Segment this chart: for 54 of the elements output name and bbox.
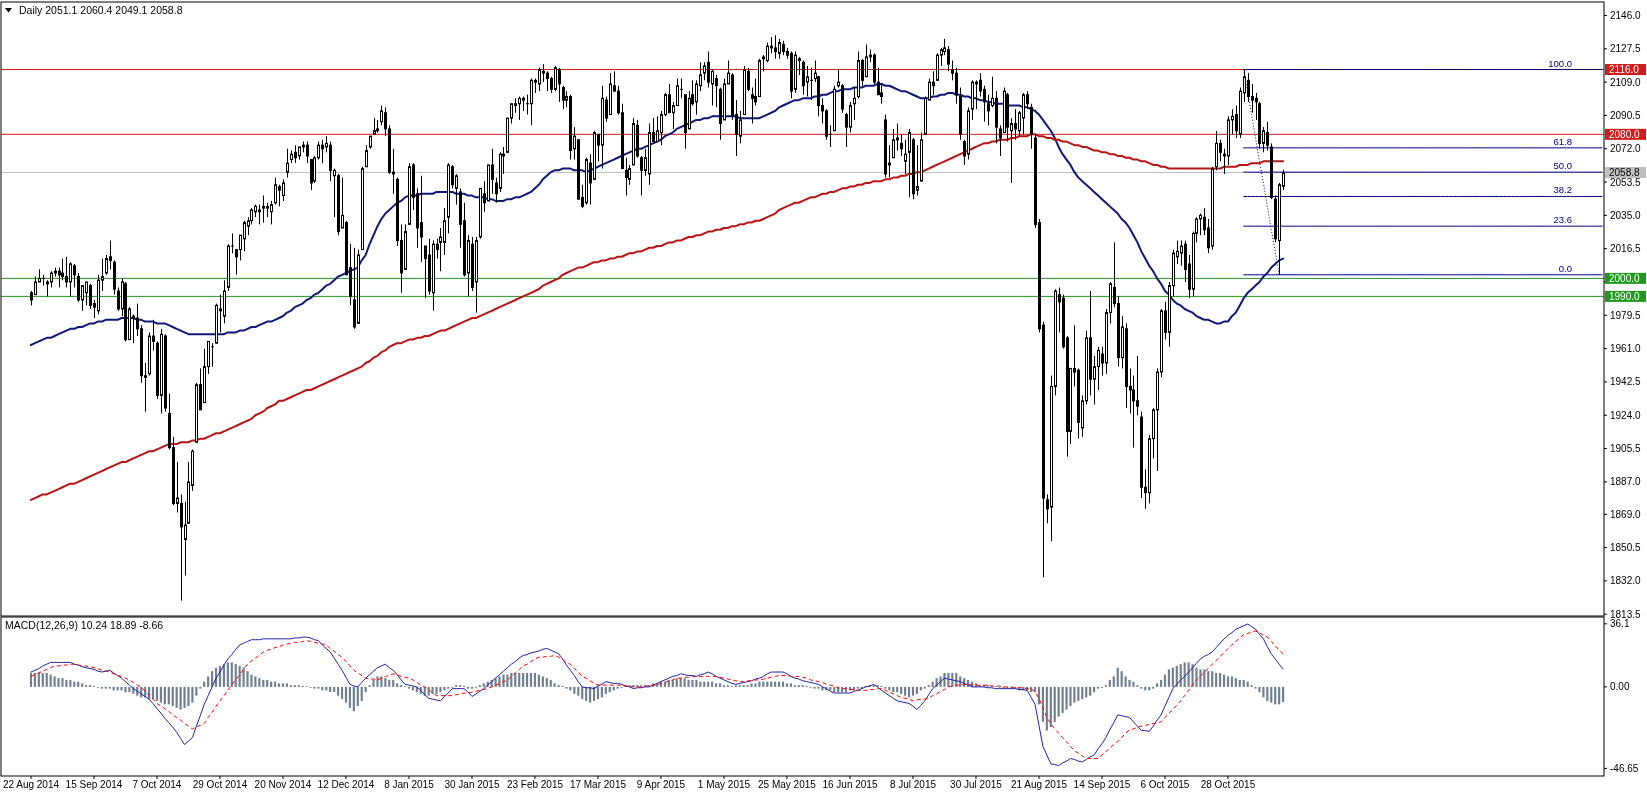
y-tick-label: -46.65 <box>1610 762 1639 774</box>
y-tick-label: 1924.0 <box>1610 409 1642 421</box>
ref-line-label: 2058.8 <box>1609 167 1641 179</box>
y-tick-label: 2035.0 <box>1610 209 1642 221</box>
chart-title: Daily 2051.1 2060.4 2049.1 2058.8 <box>19 4 183 16</box>
x-tick-label: 21 Aug 2015 <box>1010 779 1068 790</box>
x-tick-label: 22 Aug 2014 <box>2 779 60 790</box>
x-tick-label: 25 May 2015 <box>758 779 817 790</box>
series-label: 100.0 <box>1548 57 1573 69</box>
x-tick-label: 16 Jun 2015 <box>822 779 878 790</box>
y-tick-label: 0.00 <box>1610 681 1630 693</box>
y-tick-label: 2146.0 <box>1610 10 1642 21</box>
x-tick-label: 20 Nov 2014 <box>254 779 312 790</box>
series-label: 23.6 <box>1553 214 1573 226</box>
y-tick-label: 1961.0 <box>1610 343 1642 355</box>
x-tick-label: 30 Jan 2015 <box>444 779 500 790</box>
series-label: 38.2 <box>1553 184 1573 196</box>
x-tick-label: 8 Jan 2015 <box>384 779 435 790</box>
ref-line-label: 2000.0 <box>1609 272 1641 284</box>
y-tick-label: 2072.0 <box>1610 143 1642 155</box>
y-tick-label: 2127.5 <box>1610 43 1642 55</box>
series-label: 50.0 <box>1553 160 1573 172</box>
x-tick-label: 8 Jul 2015 <box>889 779 937 790</box>
x-tick-label: 14 Sep 2015 <box>1073 779 1131 790</box>
y-tick-label: 1979.5 <box>1610 309 1642 321</box>
y-tick-label: 1869.0 <box>1610 508 1642 520</box>
y-tick-label: 1813.5 <box>1610 608 1642 620</box>
y-tick-label: 2090.5 <box>1610 109 1642 121</box>
x-tick-label: 23 Feb 2015 <box>506 779 564 790</box>
x-tick-label: 17 Mar 2015 <box>569 779 627 790</box>
x-tick-label: 9 Apr 2015 <box>636 779 686 790</box>
y-tick-label: 2016.5 <box>1610 243 1642 255</box>
y-tick-label: 2053.5 <box>1610 176 1642 188</box>
y-tick-label: 1887.0 <box>1610 476 1642 488</box>
y-tick-label: 1850.5 <box>1610 542 1642 554</box>
y-tick-label: 1905.5 <box>1610 443 1642 455</box>
ref-line-label: 1990.0 <box>1609 290 1641 302</box>
y-tick-label: 2109.0 <box>1610 76 1642 88</box>
y-tick-label: 36.1 <box>1610 618 1630 630</box>
y-tick-label: 1832.0 <box>1610 575 1642 587</box>
x-tick-label: 28 Oct 2015 <box>1200 779 1256 790</box>
x-tick-label: 6 Oct 2015 <box>1140 779 1190 790</box>
x-tick-label: 30 Jul 2015 <box>950 779 1003 790</box>
x-tick-label: 29 Oct 2014 <box>192 779 248 790</box>
ref-line-label: 2116.0 <box>1609 64 1640 76</box>
chart-title: MACD(12,26,9) 10.24 18.89 -8.66 <box>5 619 164 631</box>
x-tick-label: 15 Sep 2014 <box>65 779 123 790</box>
x-tick-label: 12 Dec 2014 <box>317 779 375 790</box>
y-tick-label: 1942.5 <box>1610 376 1642 388</box>
ref-line-label: 2080.0 <box>1609 128 1641 140</box>
x-tick-label: 1 May 2015 <box>697 779 751 790</box>
series-label: 61.8 <box>1553 135 1573 147</box>
x-tick-label: 7 Oct 2014 <box>132 779 182 790</box>
series-label: 0.0 <box>1558 262 1573 274</box>
